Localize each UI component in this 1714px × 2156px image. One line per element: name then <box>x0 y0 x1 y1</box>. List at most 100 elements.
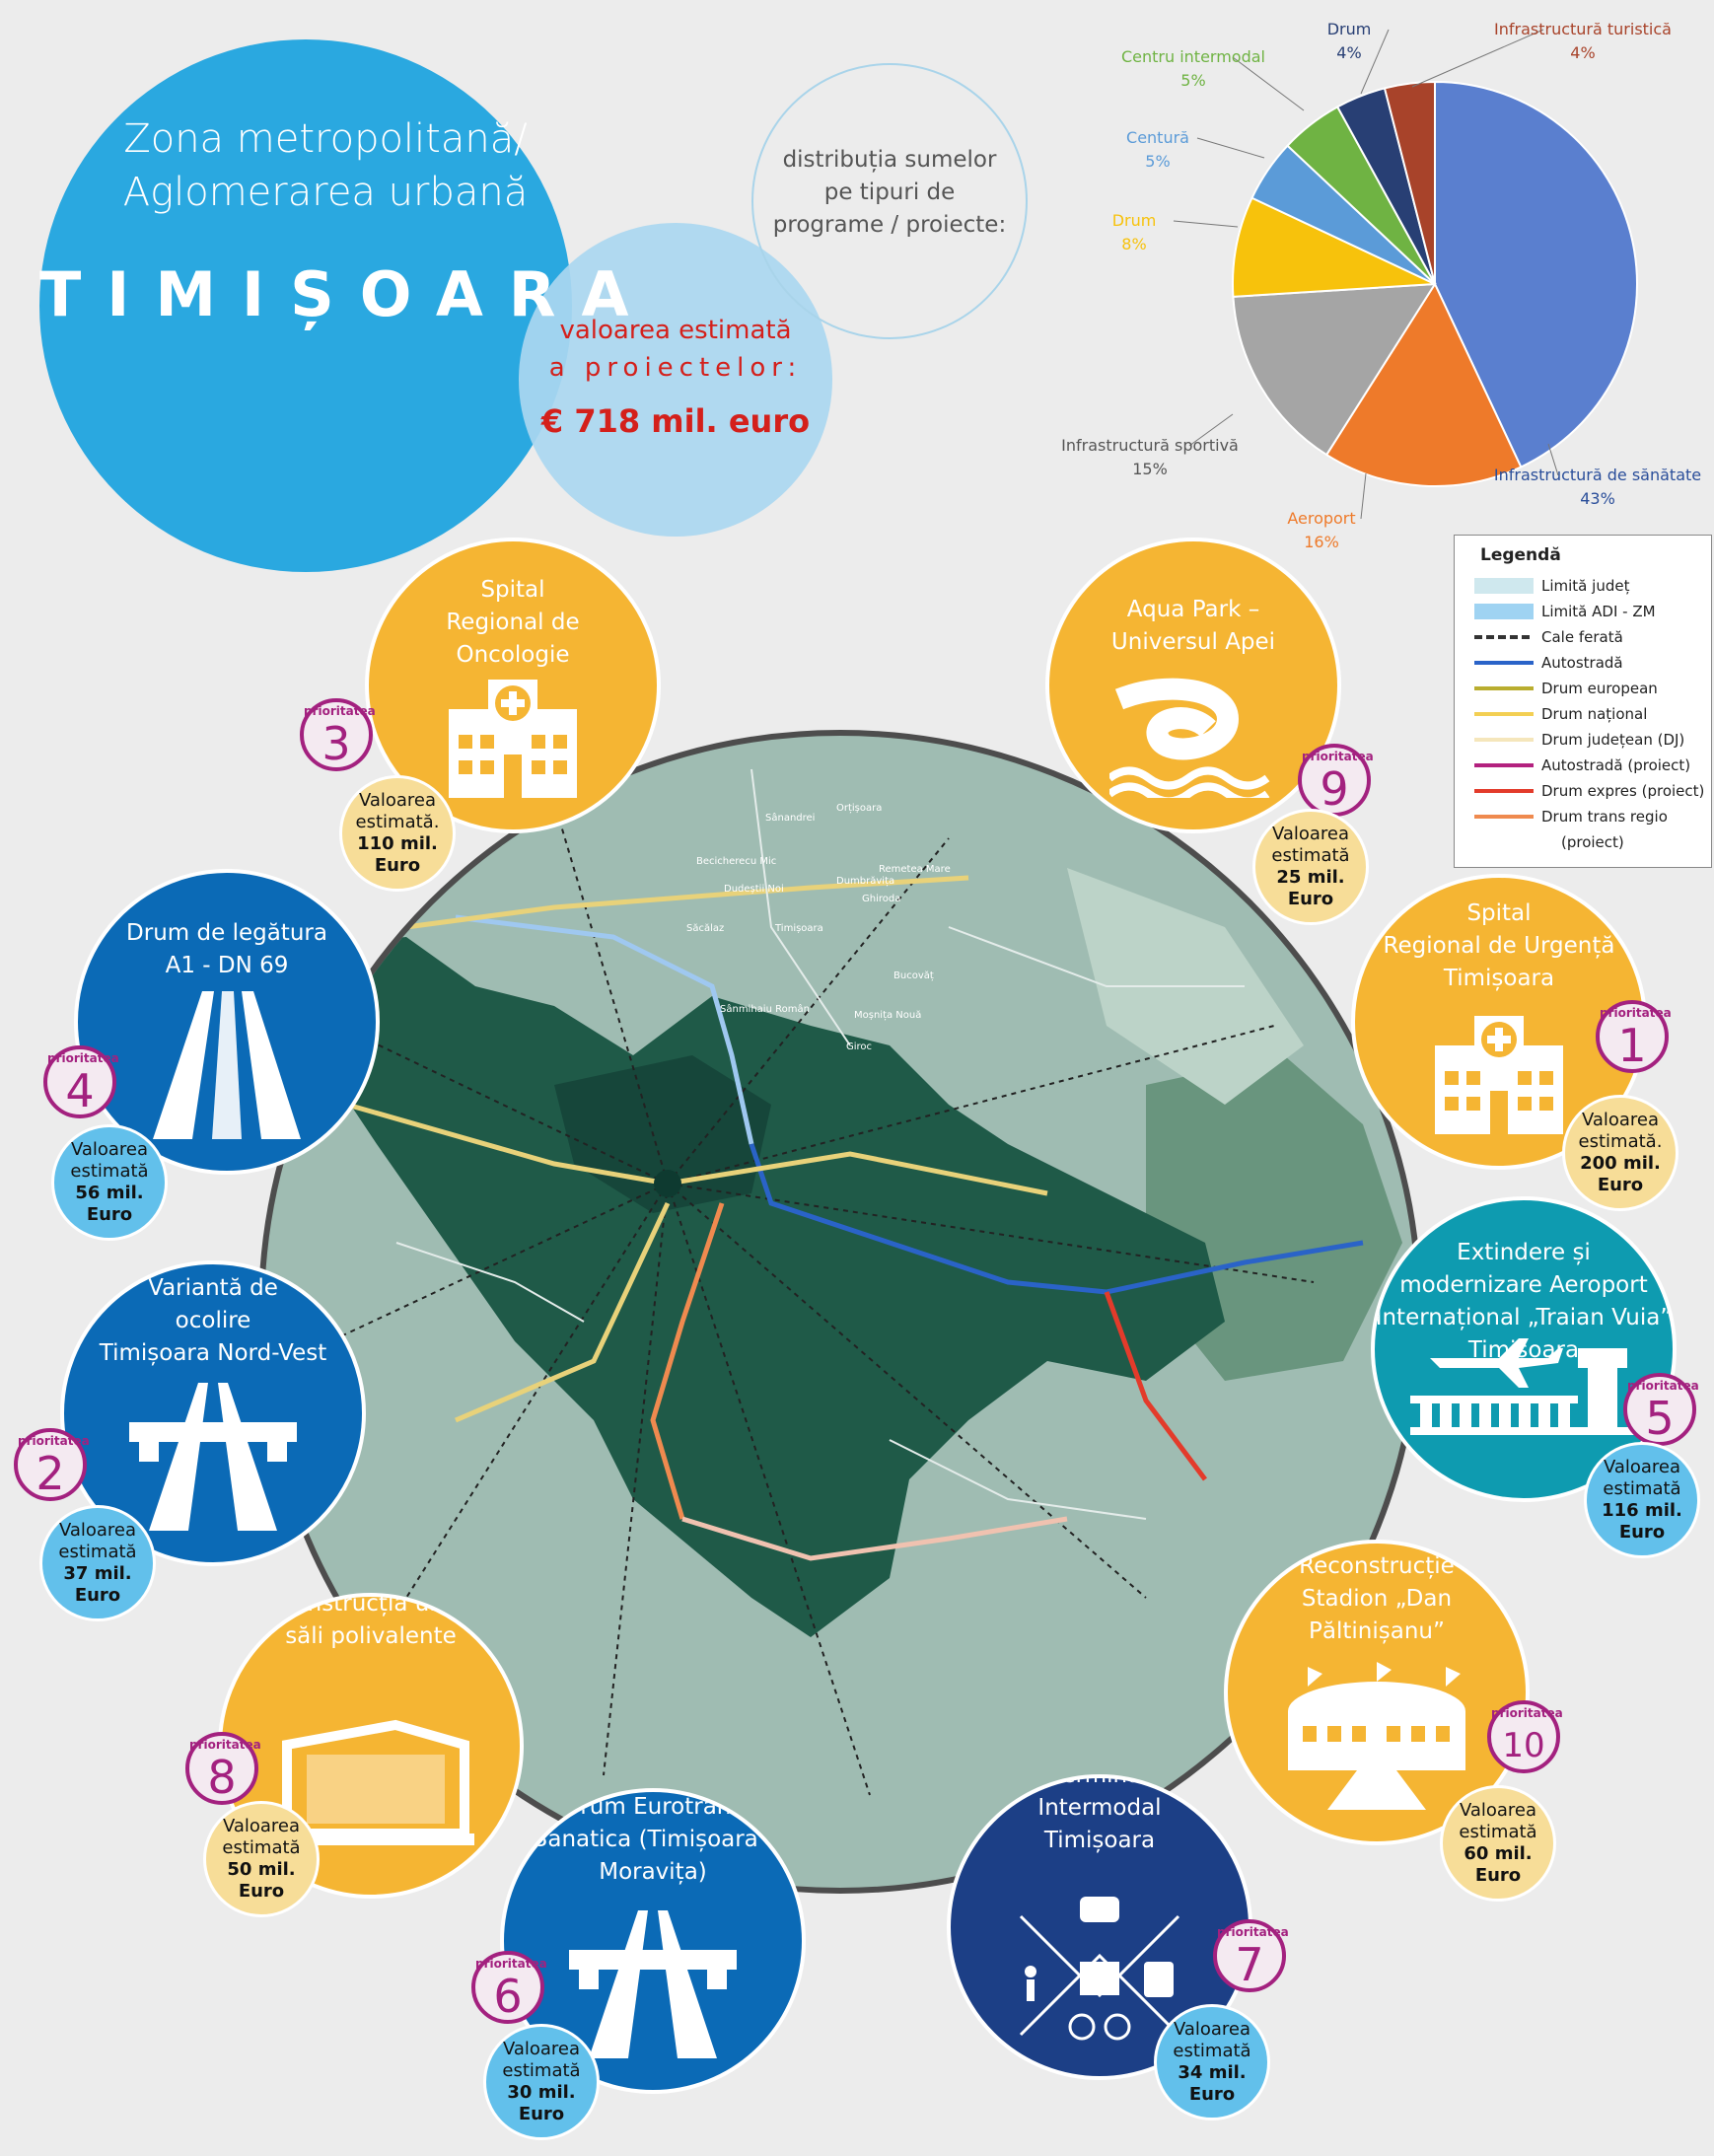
pie-label-name: Drum <box>1111 211 1157 230</box>
priority-label: prioritatea <box>189 1738 261 1752</box>
project-title-line: Drum Eurotrans <box>562 1794 744 1820</box>
map-svg <box>287 768 1402 1796</box>
pie-label: Infrastructură turistică 4% <box>1474 18 1691 65</box>
pie-label-value: 8% <box>1121 235 1147 253</box>
project-title: Reconstrucție Stadion „Dan Păltinișanu” <box>1228 1550 1526 1648</box>
legend-symbol <box>1474 815 1534 819</box>
project-title: Spital Regional de Oncologie <box>369 574 657 672</box>
priority-label: prioritatea <box>18 1434 90 1448</box>
project-circle: Aqua Park – Universul Apei <box>1045 538 1341 833</box>
value-amount: € 718 mil. euro <box>540 402 811 440</box>
value-line: 56 mil. <box>75 1183 144 1203</box>
pie-slice <box>1383 80 1436 285</box>
value-line: Euro <box>1188 2084 1236 2105</box>
legend-title: Legendă <box>1480 545 1561 565</box>
legend-item: Cale ferată <box>1474 626 1623 648</box>
map-place-label: Sânmihaiu Român <box>720 1004 810 1015</box>
pie-slice <box>1232 196 1436 298</box>
legend-label: Drum național <box>1541 705 1648 723</box>
project-title-line: Construcția unei <box>277 1593 464 1617</box>
value-line: Euro <box>1597 1175 1644 1195</box>
priority-label: prioritatea <box>304 704 376 718</box>
priority-number: 1 <box>1617 1019 1647 1072</box>
legend-item: Autostradă (proiect) <box>1474 755 1690 776</box>
project-title: Terminal Intermodal Timișoara <box>951 1778 1249 1857</box>
project-title-line: A1 - DN 69 <box>165 953 289 978</box>
value-line: 25 mil. <box>1276 867 1345 888</box>
value-line: Euro <box>86 1204 133 1225</box>
priority-number: 7 <box>1235 1938 1264 1991</box>
legend-symbol <box>1474 686 1534 690</box>
priority-badge: prioritatea 8 <box>185 1732 261 1805</box>
legend-label: Drum trans regio <box>1541 808 1668 826</box>
legend-label: Cale ferată <box>1541 628 1623 646</box>
project-title-line: Extindere și <box>1457 1240 1591 1265</box>
project-title-line: modernizare Aeroport <box>1399 1272 1648 1298</box>
pie-leader-line <box>1173 220 1239 228</box>
map-place-label: Sânandrei <box>765 813 816 824</box>
project-airport-icon <box>1410 1319 1637 1471</box>
value-line: Euro <box>1287 889 1334 909</box>
pie-leader-line <box>1188 413 1234 447</box>
legend-item: Drum european <box>1474 678 1658 699</box>
pie-label-value: 16% <box>1304 533 1339 551</box>
pie-label: Drum 4% <box>1241 18 1458 65</box>
pie-label: Centură 5% <box>1049 126 1266 174</box>
priority-number: 2 <box>36 1447 65 1500</box>
value-line: estimată <box>1173 2041 1251 2061</box>
priority-badge: prioritatea 4 <box>43 1045 119 1118</box>
value-line: Euro <box>1474 1865 1522 1886</box>
priority-badge: prioritatea 5 <box>1623 1373 1699 1446</box>
legend-symbol <box>1474 840 1553 844</box>
subtitle-line1: Zona metropolitană/ <box>123 116 528 162</box>
map-place-label: Giroc <box>846 1042 873 1052</box>
value-line: 110 mil. <box>357 833 438 854</box>
value-line: 60 mil. <box>1464 1843 1533 1864</box>
value-line: estimată <box>1603 1478 1681 1499</box>
pie-chart <box>1173 29 1638 520</box>
value-label-line2: a proiectelor: <box>548 353 803 383</box>
value-line: Valoarea <box>58 1520 137 1541</box>
legend-item: Limită ADI - ZM <box>1474 601 1656 622</box>
priority-badge: prioritatea 9 <box>1298 744 1374 817</box>
pie-label-name: Centru intermodal <box>1120 47 1265 66</box>
project-title-line: Spital <box>480 577 545 603</box>
legend-symbol <box>1474 738 1534 742</box>
distribution-circle <box>751 63 1028 339</box>
city-title: TIMIȘOARA <box>39 258 655 330</box>
pie-label-name: Infrastructură de sănătate <box>1493 466 1702 484</box>
legend-label: Limită ADI - ZM <box>1541 603 1656 620</box>
pie-slice <box>1232 282 1437 457</box>
value-line: Euro <box>1618 1522 1666 1543</box>
value-line: Valoarea <box>70 1139 149 1160</box>
distribution-text: distribuția sumelor pe tipuri de program… <box>751 144 1028 242</box>
project-title: Drum Eurotrans Banatica (Timișoara - Morav… <box>504 1792 802 1889</box>
pie-leader-line <box>1411 29 1544 88</box>
priority-label: prioritatea <box>475 1957 547 1971</box>
priority-badge: prioritatea 2 <box>14 1428 90 1501</box>
map-legend: Legendă Limită județ Limită ADI - ZM Cale … <box>1454 535 1712 868</box>
legend-symbol <box>1474 789 1534 793</box>
priority-number: 6 <box>493 1970 523 2023</box>
value-line: Valoarea <box>222 1816 301 1836</box>
project-circle: Drum de legătura A1 - DN 69 <box>74 869 380 1175</box>
legend-symbol <box>1474 578 1534 594</box>
estimated-value-badge: Valoarea estimată 60 mil. Euro <box>1440 1785 1556 1902</box>
legend-item: Drum trans regio <box>1474 806 1668 827</box>
project-title: Aqua Park – Universul Apei <box>1049 594 1337 659</box>
value-line: Euro <box>374 855 421 876</box>
pie-label-name: Drum <box>1326 20 1372 38</box>
estimated-value-badge: Valoarea estimată 30 mil. Euro <box>483 2024 600 2140</box>
project-highway-icon <box>569 1910 737 2062</box>
map-place-label: Becicherecu Mic <box>696 856 777 867</box>
project-title-line: ocolire <box>175 1308 251 1333</box>
priority-number: 3 <box>321 717 351 770</box>
project-title: Drum de legătura A1 - DN 69 <box>78 917 376 982</box>
legend-symbol <box>1474 763 1534 767</box>
estimated-value-badge: Valoarea estimată 37 mil. Euro <box>39 1505 156 1621</box>
pie-label-value: 4% <box>1336 43 1362 62</box>
estimated-value-badge: Valoarea estimată 116 mil. Euro <box>1584 1442 1700 1558</box>
priority-label: prioritatea <box>1600 1006 1672 1020</box>
project-title-line: Aqua Park – <box>1126 597 1260 622</box>
estimated-value-badge: Valoarea estimată 25 mil. Euro <box>1252 809 1369 925</box>
